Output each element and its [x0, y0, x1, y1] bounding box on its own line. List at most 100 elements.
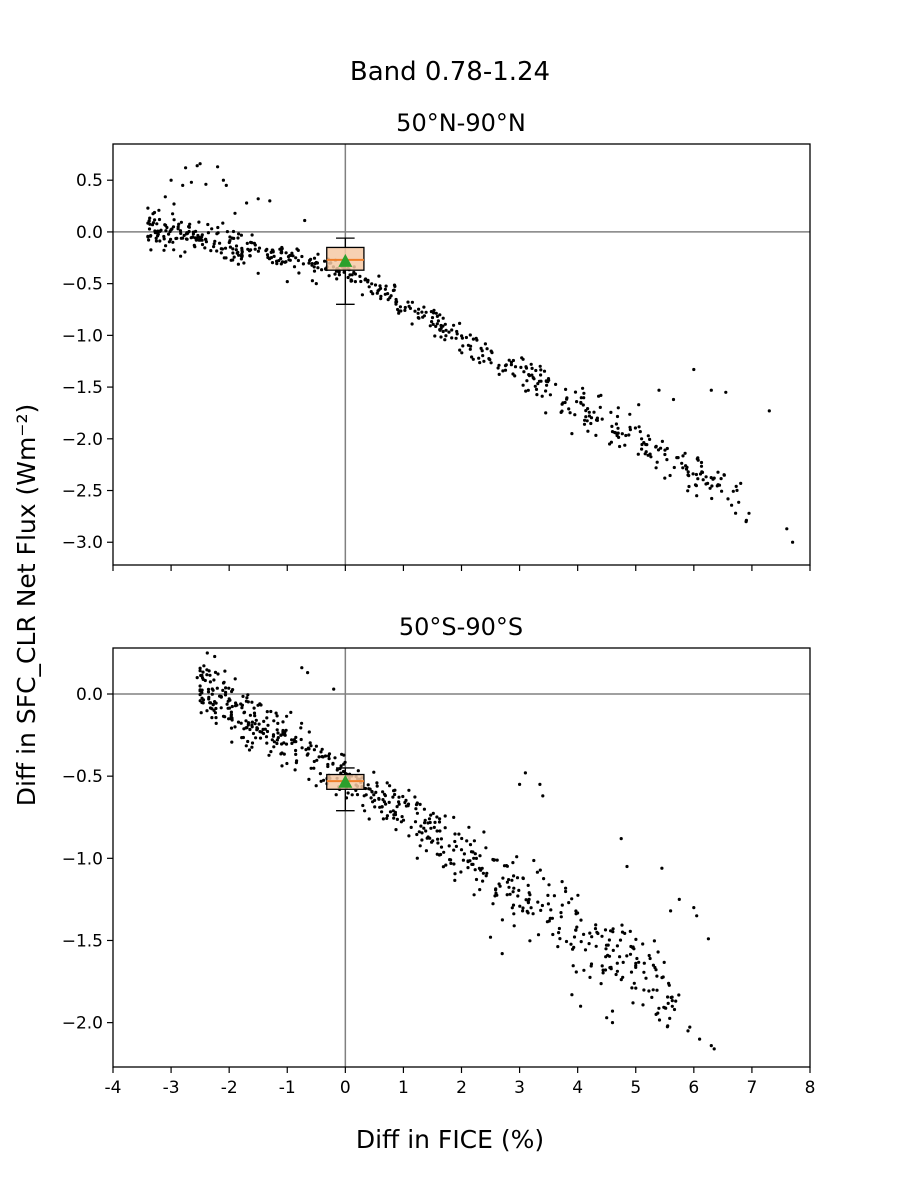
scatter-point: [526, 911, 530, 915]
scatter-point: [304, 748, 308, 752]
scatter-point: [431, 322, 435, 326]
scatter-point: [163, 195, 167, 199]
scatter-point: [157, 217, 162, 222]
scatter-point: [648, 437, 652, 441]
scatter-point: [523, 771, 528, 775]
scatter-point: [706, 937, 711, 941]
scatter-point: [669, 909, 673, 913]
scatter-point: [154, 239, 158, 243]
scatter-point: [609, 929, 613, 933]
scatter-point: [663, 448, 667, 452]
scatter-point: [148, 222, 152, 226]
scatter-point: [269, 750, 273, 754]
scatter-point: [660, 439, 665, 443]
scatter-point: [442, 850, 446, 854]
scatter-point: [389, 294, 393, 298]
scatter-point: [377, 796, 381, 801]
scatter-point: [378, 284, 382, 288]
scatter-point: [229, 710, 233, 714]
scatter-point: [542, 877, 546, 881]
scatter-point: [265, 710, 269, 714]
scatter-point: [642, 961, 646, 965]
scatter-point: [615, 414, 620, 419]
scatter-point: [223, 693, 228, 697]
scatter-point: [219, 694, 223, 699]
scatter-point: [575, 400, 579, 404]
y-tick-label: −1.0: [62, 326, 103, 346]
scatter-point: [478, 361, 482, 365]
scatter-point: [383, 287, 387, 291]
scatter-point: [711, 477, 715, 481]
scatter-point: [473, 852, 477, 856]
scatter-point: [588, 975, 592, 980]
scatter-point: [413, 795, 417, 799]
scatter-point: [250, 720, 254, 724]
scatter-point: [215, 232, 219, 236]
scatter-point: [300, 746, 304, 750]
scatter-point: [501, 876, 505, 880]
scatter-point: [620, 923, 624, 927]
scatter-point: [155, 222, 159, 226]
scatter-point: [393, 813, 398, 817]
scatter-point: [169, 237, 173, 241]
scatter-point: [530, 373, 534, 377]
scatter-point: [300, 254, 304, 259]
scatter-point: [275, 714, 279, 718]
scatter-point: [252, 241, 256, 245]
scatter-point: [171, 225, 176, 229]
scatter-point: [409, 825, 413, 830]
scatter-point: [537, 379, 542, 383]
scatter-point: [620, 930, 625, 934]
scatter-point: [653, 965, 657, 970]
scatter-point: [312, 759, 316, 764]
scatter-point: [275, 741, 279, 746]
scatter-point: [432, 825, 436, 830]
scatter-point: [660, 976, 664, 980]
scatter-point: [420, 831, 424, 835]
scatter-point: [248, 713, 252, 717]
scatter-point: [542, 369, 547, 373]
scatter-point: [413, 309, 417, 313]
scatter-point: [431, 839, 435, 843]
scatter-point: [285, 761, 289, 766]
scatter-point: [619, 837, 623, 841]
scatter-point: [416, 316, 420, 320]
scatter-point: [438, 328, 442, 332]
scatter-point: [587, 942, 591, 946]
scatter-point: [237, 232, 241, 236]
scatter-point: [453, 832, 457, 836]
scatter-point: [307, 747, 311, 751]
scatter-point: [366, 783, 370, 787]
scatter-point: [461, 858, 465, 862]
scatter-point: [219, 706, 223, 710]
scatter-point: [172, 218, 176, 222]
scatter-point: [301, 262, 305, 266]
scatter-point: [441, 329, 445, 334]
scatter-point: [616, 406, 620, 410]
scatter-point: [594, 944, 598, 948]
scatter-point: [485, 871, 489, 875]
scatter-point: [337, 270, 341, 274]
scatter-point: [215, 686, 219, 690]
scatter-point: [540, 394, 544, 398]
scatter-point: [708, 486, 712, 490]
scatter-point: [551, 932, 555, 937]
scatter-point: [276, 736, 280, 740]
scatter-point: [331, 761, 335, 765]
scatter-point: [541, 794, 545, 798]
scatter-point: [730, 503, 734, 507]
scatter-point: [191, 230, 195, 234]
scatter-point: [454, 844, 458, 849]
x-tick-label: 5: [630, 1078, 641, 1098]
scatter-point: [533, 384, 537, 388]
scatter-point: [241, 694, 245, 699]
scatter-point: [262, 719, 266, 724]
scatter-point: [394, 828, 398, 832]
scatter-point: [278, 247, 282, 251]
scatter-point: [434, 324, 438, 328]
scatter-point: [250, 241, 254, 245]
scatter-point: [253, 722, 257, 726]
scatter-point: [188, 222, 192, 226]
scatter-point: [613, 430, 617, 435]
scatter-point: [477, 356, 481, 360]
